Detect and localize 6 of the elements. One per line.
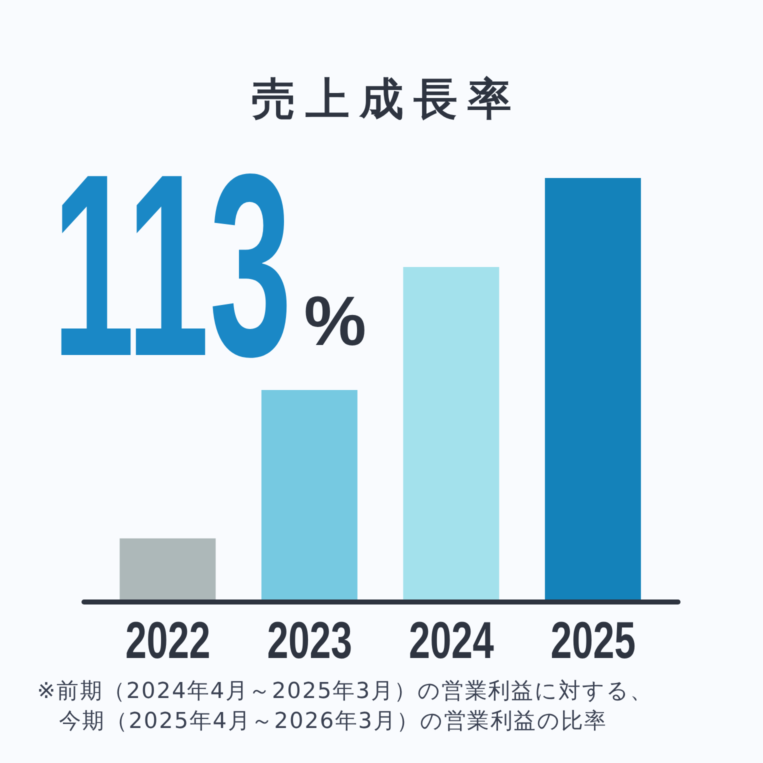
- text: 今期（2025年4月～2026年3月）の営業利益の比率: [59, 708, 608, 736]
- text: ※前期（2024年4月～2025年3月）の営業利益に対する、: [37, 678, 654, 706]
- x-tick-label: 2023: [267, 612, 383, 670]
- x-tick-label: 2022: [125, 612, 242, 670]
- x-tick-label: 2025: [550, 612, 666, 670]
- x-tick-label: 2024: [408, 612, 525, 670]
